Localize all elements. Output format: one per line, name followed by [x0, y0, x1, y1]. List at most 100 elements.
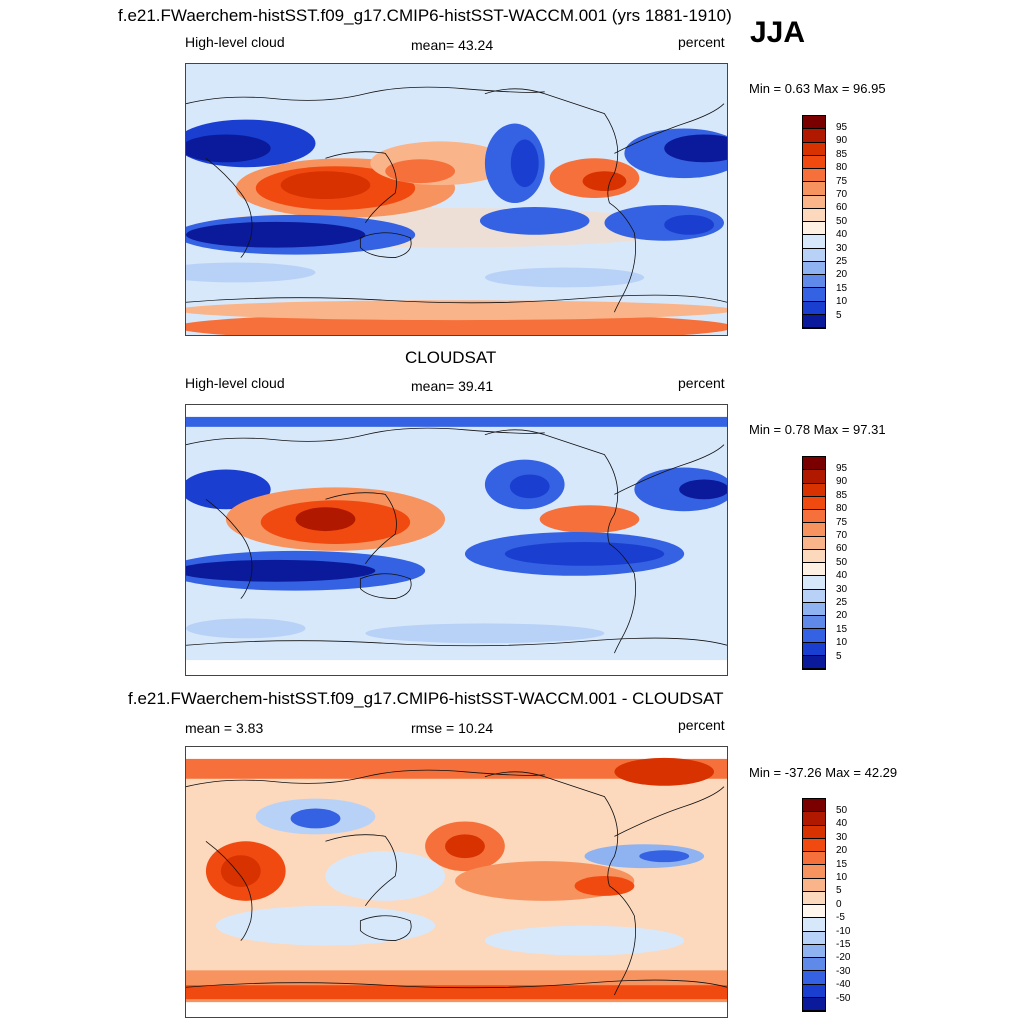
panel2-title: CLOUDSAT	[405, 348, 497, 367]
colorbar-swatch	[803, 195, 825, 209]
colorbar-swatch	[803, 142, 825, 156]
panel3-tick: 30	[836, 831, 848, 843]
panel3-tick: 5	[836, 885, 842, 897]
colorbar-swatch	[803, 984, 825, 998]
panel2-tick: 30	[836, 583, 848, 595]
panel2-cloud-field	[186, 416, 727, 644]
panel2-tick: 75	[836, 516, 848, 528]
panel3-tick: -30	[836, 965, 851, 977]
colorbar-swatch	[803, 536, 825, 550]
panel2-tick: 40	[836, 570, 848, 582]
colorbar-swatch	[803, 944, 825, 958]
colorbar-swatch	[803, 169, 825, 183]
colorbar-swatch	[803, 931, 825, 945]
panel2-tick: 60	[836, 543, 848, 555]
colorbar-swatch	[803, 891, 825, 905]
colorbar-swatch	[803, 576, 825, 590]
panel2-tick: 80	[836, 503, 848, 515]
panel3-difference-field	[186, 757, 727, 1003]
panel3-tick: -50	[836, 992, 851, 1004]
panel1-units-label: percent	[678, 34, 725, 50]
panel2-colorbar	[802, 456, 826, 670]
colorbar-swatch	[803, 248, 825, 262]
panel3-rmse-label: rmse = 10.24	[411, 720, 494, 736]
panel2-map	[185, 404, 728, 676]
colorbar-swatch	[803, 470, 825, 484]
panel3-tick: 50	[836, 805, 848, 816]
panel2-tick: 90	[836, 476, 848, 488]
colorbar-swatch	[803, 799, 825, 813]
panel1-tick: 15	[836, 282, 848, 294]
panel1-map	[185, 63, 728, 336]
colorbar-swatch	[803, 261, 825, 275]
panel2-tick: 25	[836, 597, 848, 608]
colorbar-swatch	[803, 812, 825, 826]
colorbar-swatch	[803, 129, 825, 143]
colorbar-swatch	[803, 616, 825, 630]
colorbar-swatch	[803, 852, 825, 866]
panel2-units-label: percent	[678, 375, 725, 391]
panel3-tick: -15	[836, 939, 851, 950]
colorbar-swatch	[803, 301, 825, 315]
panel1-tick: 5	[836, 309, 842, 321]
panel2-coastlines	[186, 427, 727, 654]
panel2-minmax-label: Min = 0.78 Max = 97.31	[749, 422, 886, 437]
colorbar-swatch	[803, 642, 825, 656]
panel3-tick: -40	[836, 979, 851, 991]
colorbar-swatch	[803, 116, 825, 130]
colorbar-swatch	[803, 602, 825, 616]
panel1-coastlines	[186, 86, 727, 313]
panel3-units-label: percent	[678, 717, 725, 733]
panel2-tick: 15	[836, 623, 848, 635]
panel1-tick: 85	[836, 148, 848, 160]
panel2-tick: 10	[836, 637, 848, 649]
panel3-map	[185, 746, 728, 1018]
panel1-tick: 30	[836, 242, 848, 254]
panel1-title: f.e21.FWaerchem-histSST.f09_g17.CMIP6-hi…	[118, 6, 732, 25]
colorbar-swatch	[803, 523, 825, 537]
panel3-tick: -10	[836, 925, 851, 937]
panel2-tick: 20	[836, 610, 848, 622]
panel3-tick: -5	[836, 912, 845, 924]
panel2-tick: 50	[836, 556, 848, 568]
panel3-mean-label: mean = 3.83	[185, 720, 264, 736]
panel1-tick: 60	[836, 202, 848, 214]
panel3-tick: 10	[836, 872, 848, 883]
colorbar-swatch	[803, 838, 825, 852]
panel3-minmax-label: Min = -37.26 Max = 42.29	[749, 765, 898, 780]
panel1-minmax-label: Min = 0.63 Max = 96.95	[749, 81, 886, 96]
panel2-variable-label: High-level cloud	[185, 375, 285, 391]
colorbar-swatch	[803, 918, 825, 932]
colorbar-swatch	[803, 865, 825, 879]
panel1-cloud-field	[186, 119, 727, 335]
colorbar-swatch	[803, 510, 825, 524]
panel1-tick: 40	[836, 229, 848, 241]
colorbar-swatch	[803, 288, 825, 302]
panel3-tick: 40	[836, 818, 848, 830]
panel3-coastlines	[186, 769, 727, 996]
panel3-tick: -20	[836, 952, 851, 964]
colorbar-swatch	[803, 629, 825, 643]
colorbar-swatch	[803, 549, 825, 563]
colorbar-swatch	[803, 496, 825, 510]
season-label: JJA	[750, 16, 806, 49]
panel1-tick: 50	[836, 215, 848, 227]
colorbar-swatch	[803, 563, 825, 577]
panel1-tick: 10	[836, 296, 848, 308]
panel2-tick: 95	[836, 463, 848, 474]
colorbar-swatch	[803, 825, 825, 839]
colorbar-swatch	[803, 275, 825, 289]
colorbar-swatch	[803, 905, 825, 919]
panel2-tick: 85	[836, 489, 848, 501]
panel3-tick: 20	[836, 845, 848, 857]
panel1-tick: 20	[836, 269, 848, 281]
panel3-colorbar	[802, 798, 826, 1012]
colorbar-swatch	[803, 589, 825, 603]
panel2-mean-label: mean= 39.41	[411, 378, 494, 394]
colorbar-swatch	[803, 457, 825, 471]
panel1-tick: 70	[836, 189, 848, 200]
panel3-tick: 0	[836, 898, 842, 910]
panel1-tick: 95	[836, 122, 848, 133]
panel2-tick: 5	[836, 650, 842, 662]
colorbar-swatch	[803, 997, 825, 1011]
